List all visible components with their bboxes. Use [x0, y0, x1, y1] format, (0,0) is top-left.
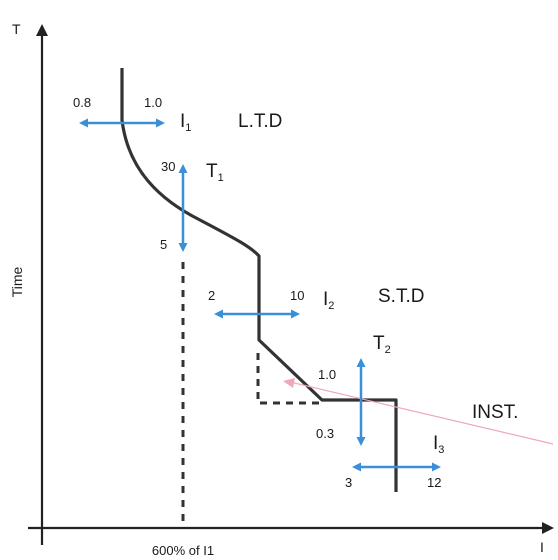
- i1-min-value: 0.8: [73, 95, 91, 110]
- i3-max-value: 12: [427, 475, 441, 490]
- trip-curve: [120, 68, 398, 492]
- y-axis-title: Time: [9, 266, 25, 297]
- t2-label: T2: [373, 333, 391, 356]
- i2-label: I2: [323, 289, 334, 312]
- i2-max-value: 10: [290, 288, 304, 303]
- i2-min-value: 2: [208, 288, 215, 303]
- t2-dashed-line: [256, 353, 322, 405]
- y-axis-symbol: T: [12, 21, 21, 37]
- inst-label: INST.: [472, 402, 518, 423]
- t1-label: T1: [206, 161, 224, 184]
- t2-min-value: 0.3: [316, 426, 334, 441]
- inst-pointer-head: [283, 378, 295, 388]
- t1-min-value: 5: [160, 237, 167, 252]
- x-marker-label: 600% of I1: [152, 543, 214, 558]
- std-label: S.T.D: [378, 286, 424, 307]
- i3-label: I3: [433, 433, 444, 456]
- t2-max-value: 1.0: [318, 367, 336, 382]
- i1-max-value: 1.0: [144, 95, 162, 110]
- inst-pointer-line: [289, 381, 554, 445]
- x-axis-symbol: I: [540, 539, 544, 555]
- t1-max-value: 30: [161, 159, 175, 174]
- i3-min-value: 3: [345, 475, 352, 490]
- ltd-label: L.T.D: [238, 111, 282, 132]
- i1-label: I1: [180, 111, 191, 134]
